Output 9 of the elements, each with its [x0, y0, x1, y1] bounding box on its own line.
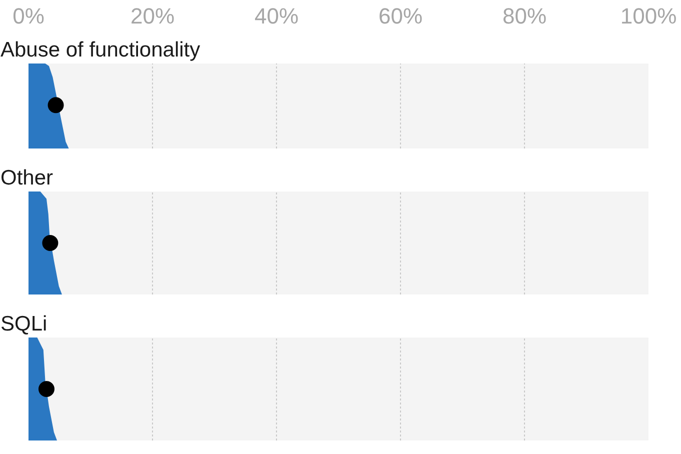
x-tick-label: 0% — [12, 4, 44, 28]
x-tick-label: 40% — [254, 4, 299, 28]
x-tick-label: 60% — [378, 4, 423, 28]
x-tick-label: 20% — [130, 4, 175, 28]
chart-title: Abuse of functionality — [0, 38, 201, 62]
x-tick-label: 80% — [502, 4, 547, 28]
chart-title: Other — [0, 166, 54, 190]
x-tick-label: 100% — [620, 4, 677, 28]
chart-title: SQLi — [0, 312, 48, 336]
